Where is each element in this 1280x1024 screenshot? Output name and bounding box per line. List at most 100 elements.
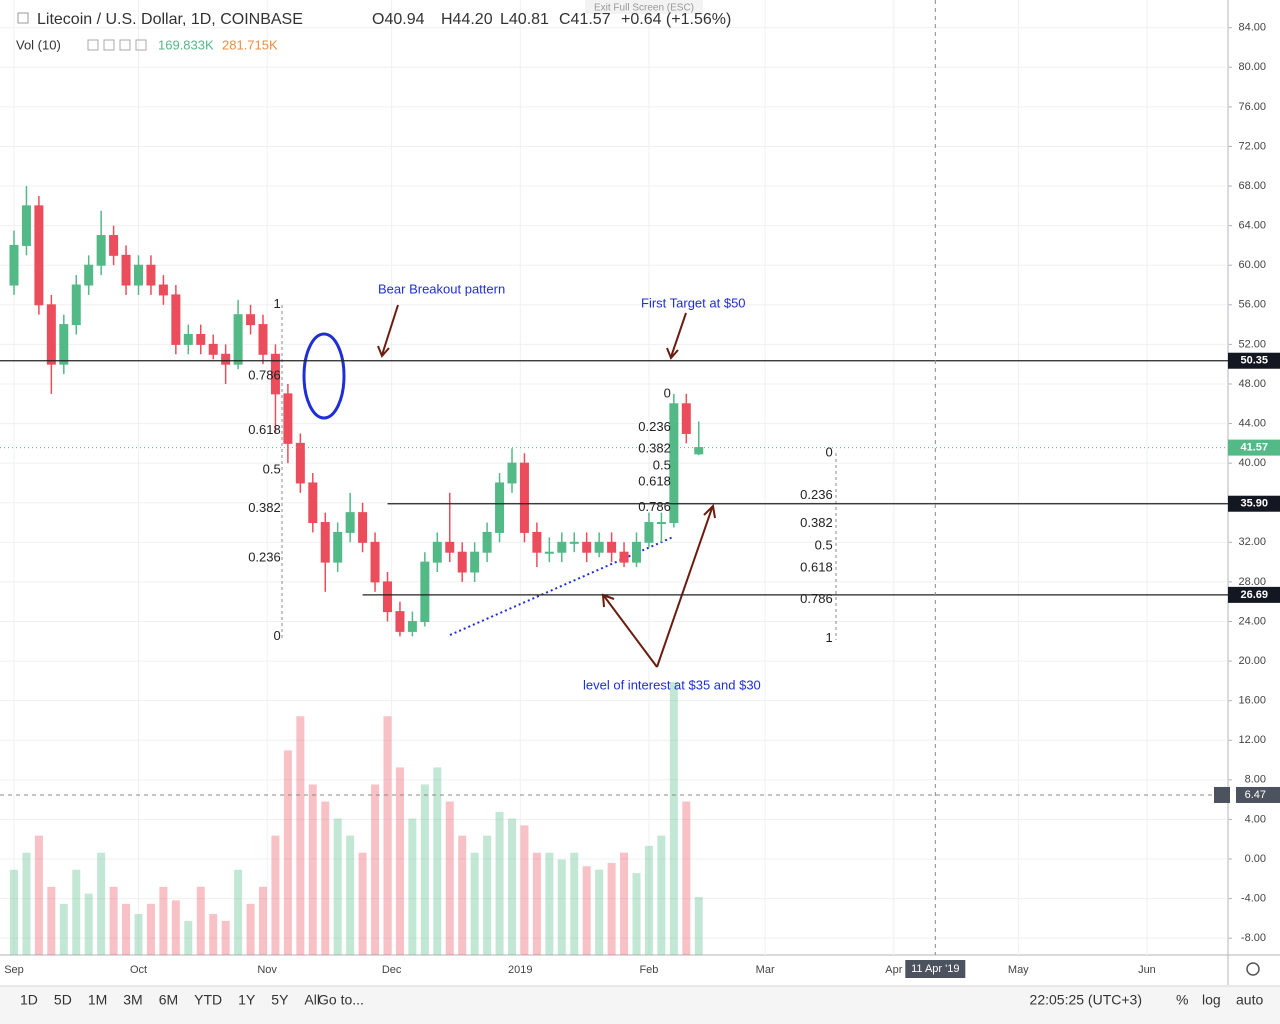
volume-bar — [632, 873, 641, 955]
annotation: Bear Breakout pattern — [378, 281, 505, 296]
exit-banner[interactable] — [585, 0, 703, 14]
y-tick-label: 52.00 — [1238, 338, 1266, 350]
volume-bar — [209, 914, 218, 955]
candle-body — [196, 333, 206, 345]
volume-bar — [346, 835, 355, 955]
candle-body — [594, 541, 604, 553]
range-button[interactable]: 3M — [123, 992, 142, 1008]
fib-label: 0.236 — [248, 550, 281, 565]
crosshair-plus[interactable] — [1214, 786, 1230, 803]
volume-bar — [595, 869, 604, 955]
volume-bar — [308, 784, 317, 955]
y-tick-label: 48.00 — [1238, 378, 1266, 390]
candle-body — [9, 244, 19, 286]
fib-label: 0.382 — [800, 515, 833, 530]
candle-body — [320, 522, 330, 563]
range-button[interactable]: 6M — [159, 992, 178, 1008]
candle-body — [134, 264, 143, 286]
candle-body — [333, 531, 343, 563]
range-button[interactable]: 1Y — [238, 992, 256, 1008]
vol-value: 169.833K — [158, 37, 214, 52]
axis-option[interactable]: log — [1202, 992, 1221, 1008]
volume-bar — [47, 886, 56, 955]
range-button[interactable]: 1D — [20, 992, 38, 1008]
range-button[interactable]: 1M — [88, 992, 107, 1008]
volume-bar — [371, 784, 380, 955]
volume-bar — [59, 903, 68, 955]
candle-body — [96, 235, 106, 266]
symbol[interactable]: Litecoin / U.S. Dollar, 1D, COINBASE — [37, 11, 303, 28]
volume-bar — [445, 801, 454, 955]
arrows — [377, 304, 716, 668]
candle-body — [445, 541, 455, 553]
fib-label: 0.618 — [638, 473, 671, 488]
volume-bar — [221, 920, 230, 955]
exit-fullscreen[interactable]: Exit Full Screen (ESC) — [594, 3, 694, 14]
candle-body — [457, 551, 467, 573]
y-tick-label: 60.00 — [1238, 259, 1266, 271]
volume-bar — [296, 716, 305, 955]
candle-body — [407, 620, 417, 632]
range-button[interactable]: All — [304, 992, 320, 1008]
y-tick-label: 80.00 — [1238, 61, 1266, 73]
volume-bar — [483, 835, 492, 955]
y-tick-label: 72.00 — [1238, 140, 1266, 152]
fib-label: 0.786 — [638, 499, 671, 514]
level-label: 50.35 — [1240, 355, 1268, 367]
candle-body — [619, 551, 629, 563]
candle-body — [569, 541, 579, 544]
candle-body — [582, 541, 592, 553]
bottom-toolbar — [0, 986, 1280, 1024]
volume-bar — [234, 869, 243, 955]
volume-bar — [458, 835, 467, 955]
y-tick-label: 76.00 — [1238, 101, 1266, 113]
fib-label: 0.382 — [638, 441, 671, 456]
axis-option[interactable]: % — [1176, 992, 1188, 1008]
volume-bar — [283, 750, 292, 955]
price-axis — [1228, 0, 1280, 985]
ohlc-high: H44.20 — [441, 11, 493, 28]
volume-bar — [520, 825, 529, 955]
volume-bar — [271, 835, 280, 955]
vol-icons[interactable] — [87, 39, 147, 51]
candle-body — [544, 551, 554, 554]
candle-body — [21, 205, 31, 246]
vol-label[interactable]: Vol (10) — [16, 37, 61, 52]
volume-bar — [420, 784, 429, 955]
goto[interactable]: Go to... — [318, 992, 364, 1008]
candle-body — [632, 541, 641, 563]
range-button[interactable]: YTD — [194, 992, 222, 1008]
level-tag — [1228, 586, 1280, 603]
candle-body — [470, 551, 480, 573]
volume-bar — [508, 818, 516, 955]
y-tick-label: 16.00 — [1238, 695, 1266, 707]
candle-body — [158, 284, 168, 296]
volume-bar — [545, 852, 554, 955]
ohlc-change: +0.64 (+1.56%) — [621, 11, 731, 28]
collapse-icon[interactable] — [17, 12, 29, 24]
volume-bar — [321, 801, 330, 955]
vol-ma: 281.715K — [222, 37, 278, 52]
fib-label: 0 — [825, 445, 832, 460]
candle-body — [270, 353, 280, 395]
candle-body — [432, 541, 442, 563]
candle-body — [656, 522, 666, 525]
ohlc-close: C41.57 — [559, 11, 611, 28]
candle-body — [295, 442, 305, 484]
level-tag — [1228, 495, 1280, 512]
crosshair-y-tag — [1236, 786, 1280, 803]
volume-bar — [109, 886, 118, 955]
fib-label: 0.236 — [638, 419, 671, 434]
axis-option[interactable]: auto — [1236, 992, 1263, 1008]
settings-icon[interactable] — [1246, 962, 1260, 976]
volume-bar — [122, 903, 131, 955]
crosshair-x-label: 11 Apr '19 — [911, 963, 959, 975]
volume-bar — [470, 852, 479, 955]
overlay: 84.00 80.00 76.00 72.00 68.00 64.00 60.00 56.00… — [0, 0, 1280, 978]
candle-body — [370, 541, 380, 583]
range-button[interactable]: 5D — [54, 992, 72, 1008]
candle-body — [345, 512, 355, 533]
volume-bar — [570, 852, 579, 955]
range-button[interactable]: 5Y — [271, 992, 289, 1008]
